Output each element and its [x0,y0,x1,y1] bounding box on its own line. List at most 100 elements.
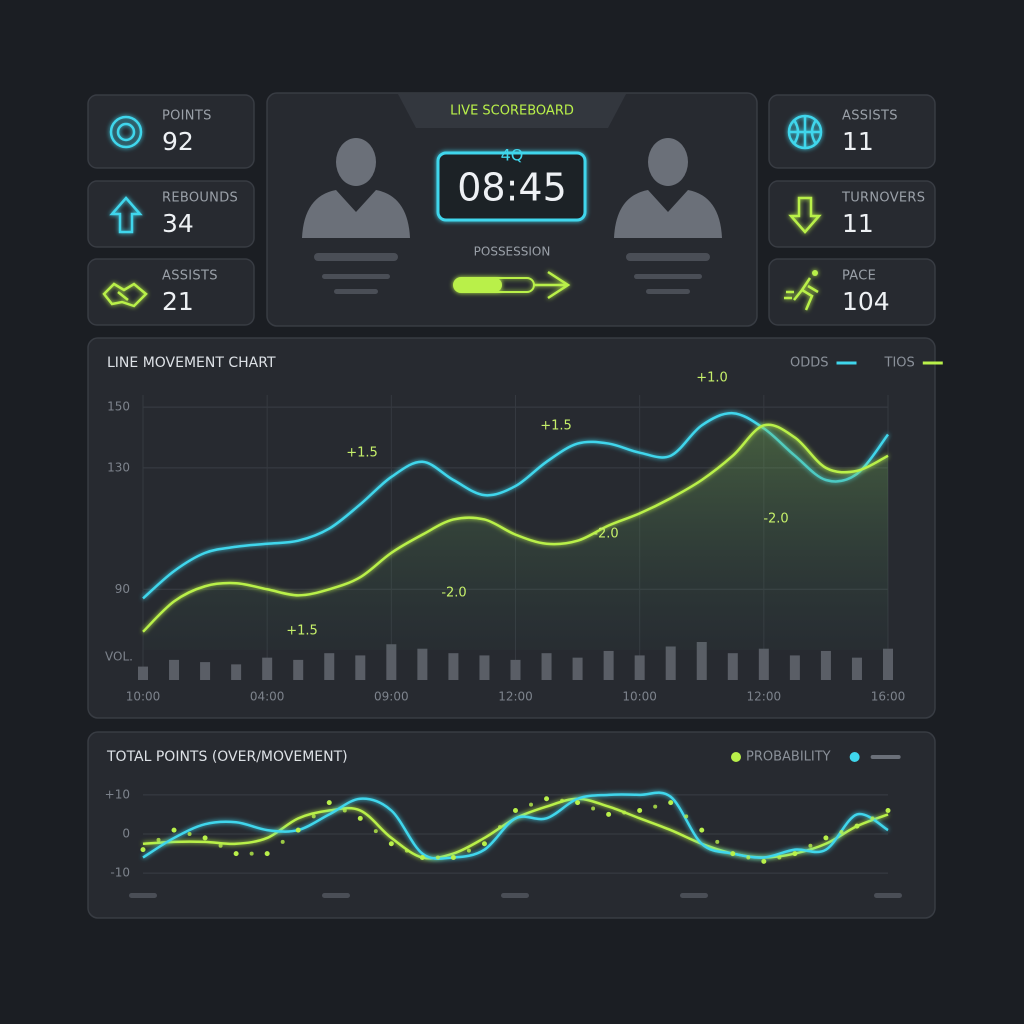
x-tick-label: 12:00 [747,690,782,704]
volume-bar [138,666,148,680]
legend-label: ODDS [790,356,829,371]
volume-bar [510,659,521,680]
dot [419,855,425,860]
dot-mid [746,855,751,860]
clock-box [436,151,587,222]
volume-bar [758,648,769,680]
total-points-chart: TOTAL POINTS (OVER/MOVEMENT) +10 0 -10 PROBA… [105,749,902,898]
card [768,94,936,169]
volume-bar [883,648,893,680]
x-tick-placeholder [501,893,529,898]
dot-mid [311,814,316,819]
volume-bar [169,659,180,680]
volume-bar [262,657,273,680]
placeholder-bars [314,253,710,294]
stat-label: ASSISTS [162,269,218,284]
stat-cards-right: ASSISTS 11 TURNOVERS 11 PACE 104 [768,94,936,326]
dot [792,851,798,857]
period: 4Q [501,146,524,165]
dot [730,851,736,857]
dot [699,827,705,833]
dot-mid [280,839,285,844]
dot [171,827,177,833]
legend-label: TIOS [884,356,915,371]
volume-bar [324,653,335,680]
dot [295,827,301,833]
dot-mid [187,832,192,836]
volume-label: VOL. [105,650,133,664]
volume-bar [789,655,800,680]
dot [668,800,674,806]
card [768,258,936,326]
stat-value: 104 [842,287,890,316]
volume-bar [448,653,459,680]
x-tick-label: 10:00 [126,690,161,704]
chart-title: LINE MOVEMENT CHART [107,355,276,371]
dot-mid [653,804,658,809]
stat-value: 21 [162,287,194,316]
card [87,258,255,326]
card [87,180,255,248]
volume-bar [603,650,614,680]
dot [513,808,518,813]
line-movement-chart: LINE MOVEMENT CHART 150 130 90 10:00 04:00 09:… [105,355,943,704]
volume-bar [634,655,645,680]
volume-bar [572,657,583,680]
dot [357,815,363,821]
scoreboard-tab [398,94,626,128]
y-tick-label: 130 [107,460,130,474]
dot [606,811,612,817]
series-line [142,791,889,860]
dot-mid [466,848,471,853]
dot-mid [497,825,502,830]
card [87,94,255,169]
dot-mid [249,851,254,856]
dot [264,851,270,857]
volume-bar [727,653,738,680]
x-tick-placeholder [129,893,157,898]
stat-label: TURNOVERS [841,191,925,206]
series-line [142,423,889,633]
volume-bar [665,646,676,680]
annotation: -2.0 [441,586,466,601]
dot-mid [156,837,161,842]
dot-mid [218,843,223,848]
annotation: -2.0 [593,527,618,542]
possession-arrow [453,270,571,300]
dot [885,808,891,813]
dot-mid [808,843,813,848]
dot-mid [839,830,844,835]
dot-mid [342,808,347,813]
dot [450,855,456,860]
stat-value: 34 [162,209,194,238]
stat-value: 92 [162,127,194,156]
volume-bar [851,657,862,680]
legend-dot [849,752,860,762]
dot [140,847,146,853]
possession-label: POSSESSION [474,245,551,259]
x-tick-placeholder [874,893,902,898]
dot-mid [777,855,782,860]
legend-dot [731,752,741,762]
volume-bar [820,650,831,680]
dot-mid [622,810,627,815]
annotation: -2.0 [763,512,788,527]
volume-bar [479,655,490,680]
scoreboard-title: LIVE SCOREBOARD [450,104,574,119]
volume-bar [541,653,552,680]
annotation: +1.5 [346,446,378,461]
stat-value: 11 [842,209,874,238]
dot [575,800,581,806]
dot [544,796,550,802]
annotation: +1.5 [286,624,318,639]
scoreboard: LIVE SCOREBOARD 4Q 08:45 POSSESSION [266,92,758,327]
dot-mid [435,855,440,860]
volume-bar [386,644,397,680]
y-tick-label: -10 [110,866,130,880]
dot [637,808,643,813]
x-tick-placeholder [680,893,708,898]
x-tick-label: 10:00 [622,690,657,704]
dot-mid [591,806,596,811]
annotation: +1.5 [540,419,572,434]
dot [388,841,394,847]
